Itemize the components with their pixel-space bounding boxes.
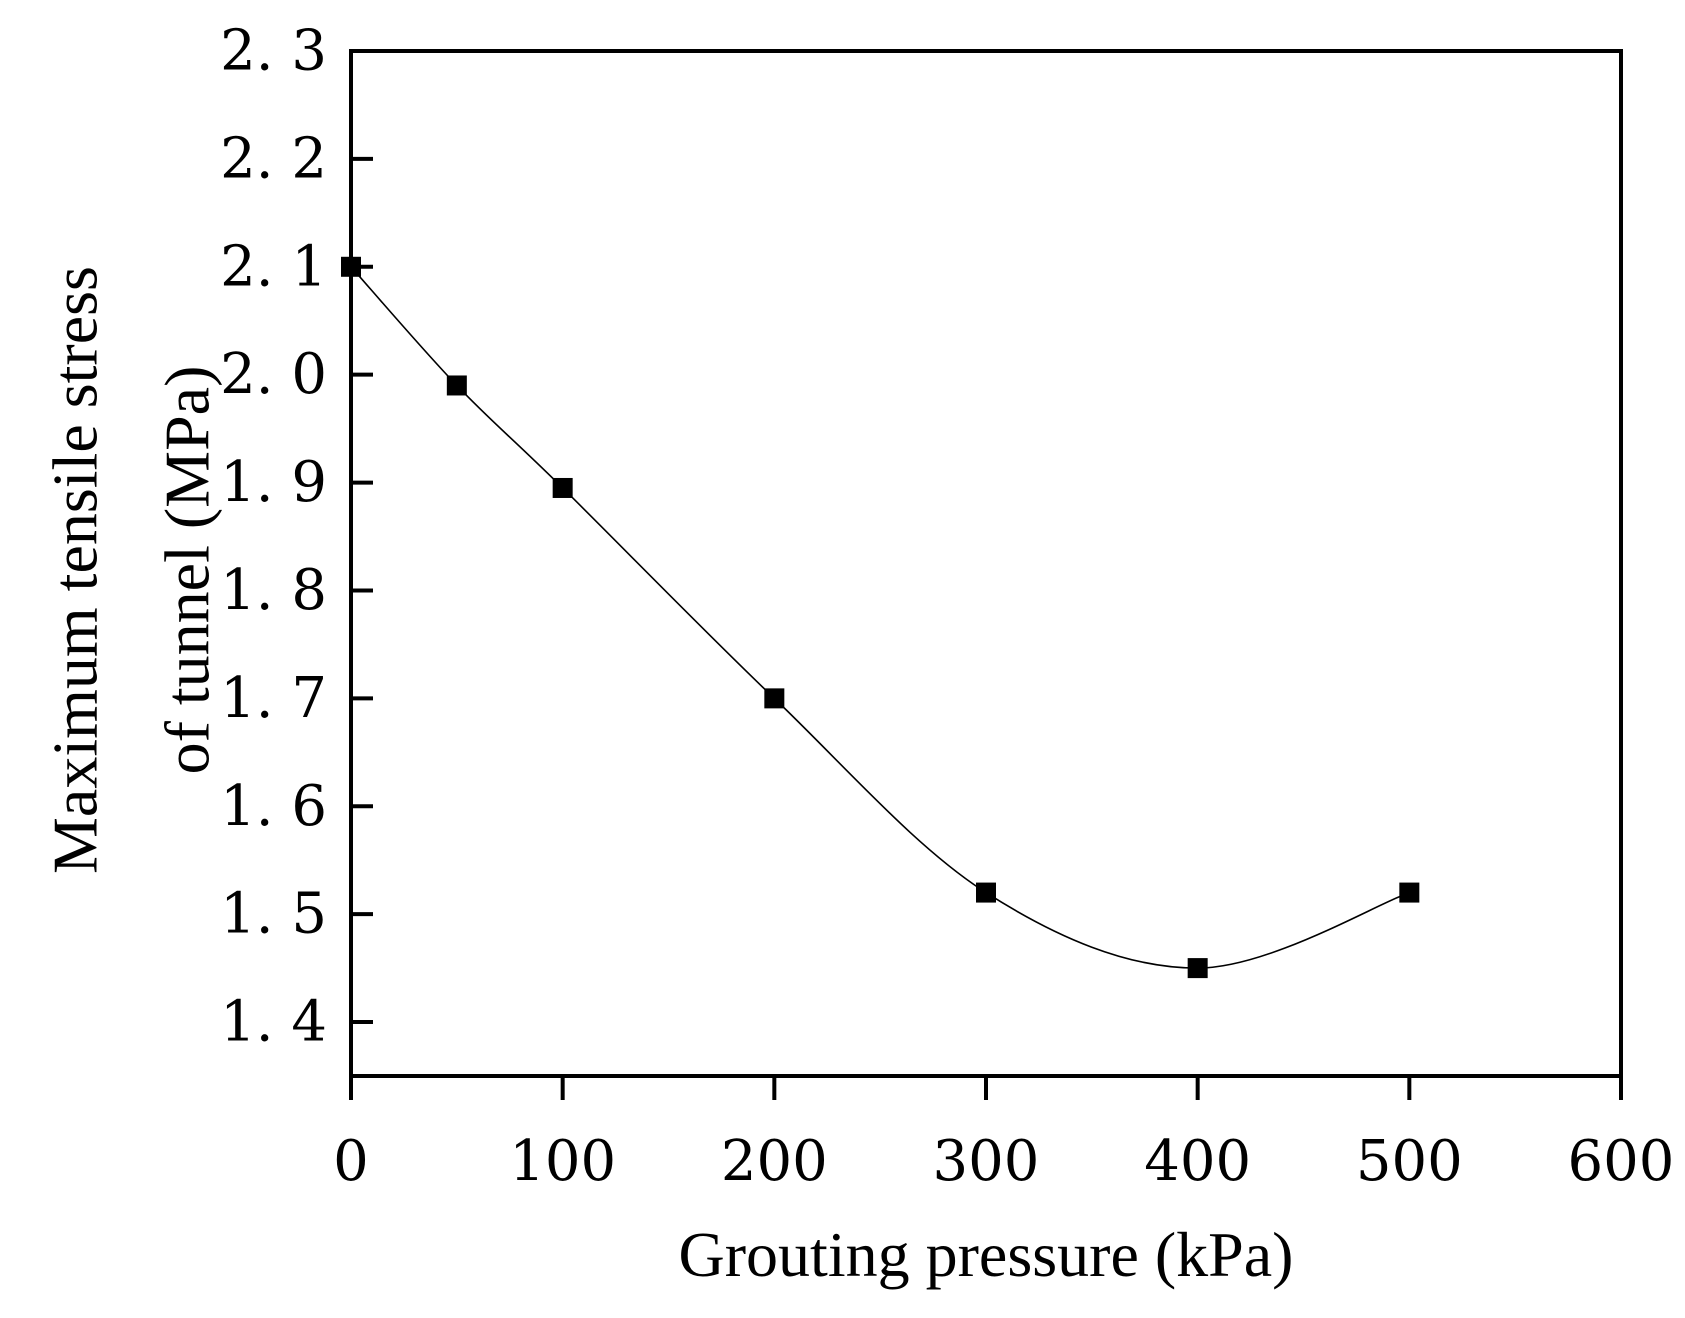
y-tick-label: 1. 5 [220, 882, 327, 947]
x-tick-label: 0 [333, 1129, 369, 1194]
x-axis-title: Grouting pressure (kPa) [679, 1219, 1294, 1290]
y-tick-label: 2. 2 [220, 126, 327, 191]
x-tick-label: 100 [509, 1129, 616, 1194]
y-tick-label: 2. 0 [220, 342, 327, 407]
x-tick-label: 200 [721, 1129, 828, 1194]
y-tick-label: 1. 7 [220, 666, 327, 731]
y-tick-label: 1. 8 [220, 558, 327, 623]
y-axis-ticks: 1. 4 1. 5 1. 6 1. 7 1. 8 1. 9 2. 0 2. 1 2. 2 2. 3 [220, 19, 373, 1055]
x-axis-ticks: 0 100 200 300 400 500 600 [333, 1076, 1674, 1194]
data-point-marker [446, 375, 467, 396]
data-point-marker [1187, 958, 1208, 979]
y-axis-title-line1: Maximum tensile stress [40, 266, 111, 874]
y-tick-label: 1. 9 [220, 450, 327, 515]
y-tick-label: 2. 1 [220, 234, 327, 299]
data-point-marker [764, 688, 785, 709]
y-axis-title: Maximum tensile stress of tunnel (MPa) [40, 266, 223, 874]
data-point-marker [341, 256, 361, 277]
series-fit-curve [350, 266, 1410, 969]
y-axis-title-line2: of tunnel (MPa) [152, 366, 223, 775]
x-tick-label: 400 [1144, 1129, 1251, 1194]
series-markers [341, 256, 1420, 979]
x-tick-label: 500 [1356, 1129, 1463, 1194]
data-point-marker [552, 477, 573, 498]
plot-frame [349, 49, 1623, 1078]
y-tick-label: 1. 6 [220, 774, 327, 839]
data-point-marker [976, 882, 996, 903]
y-tick-label: 2. 3 [220, 19, 327, 84]
x-tick-label: 600 [1568, 1129, 1675, 1194]
x-tick-label: 300 [933, 1129, 1040, 1194]
y-tick-label: 1. 4 [220, 990, 327, 1055]
data-point-marker [1399, 882, 1420, 903]
